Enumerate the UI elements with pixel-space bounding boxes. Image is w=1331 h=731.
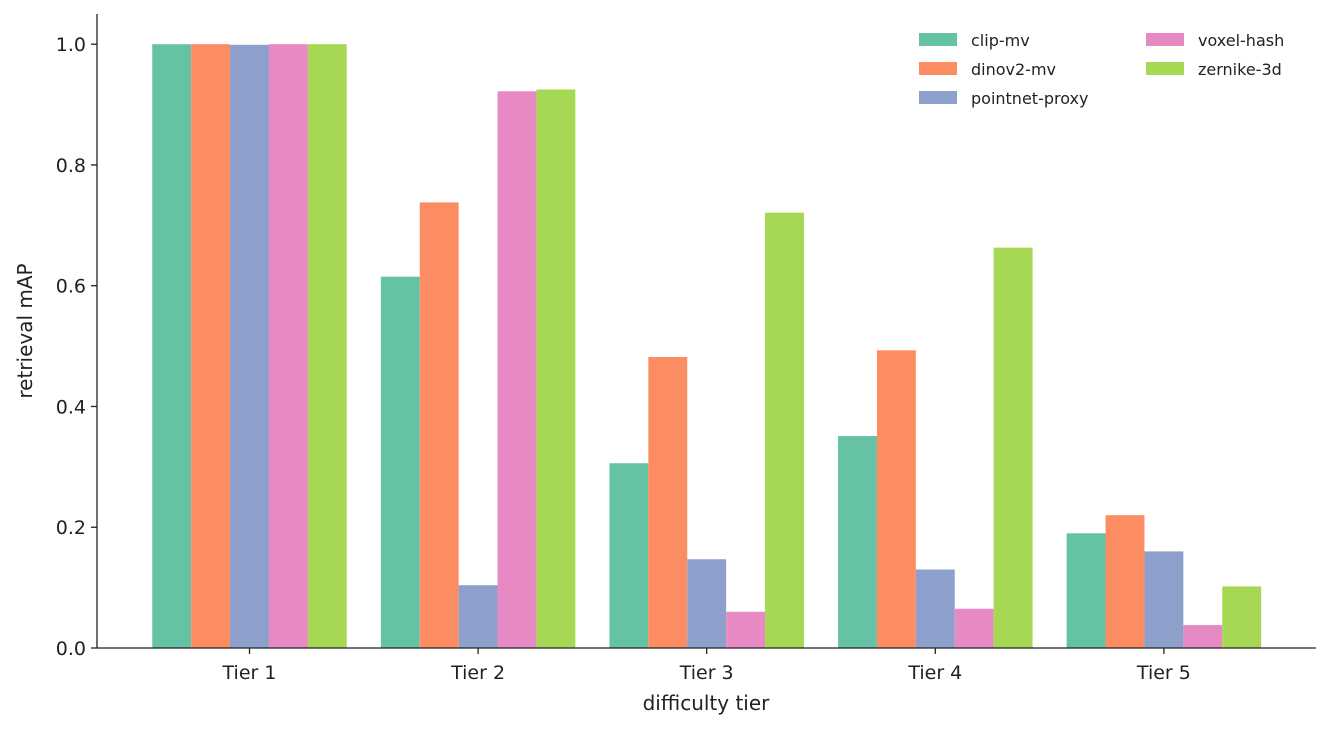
bar-voxel-hash-tier-1 (268, 44, 308, 648)
legend-swatch-zernike-3d (1146, 62, 1184, 75)
legend-swatch-voxel-hash (1146, 33, 1184, 46)
bar-clip-mv-tier-1 (152, 44, 192, 648)
bar-clip-mv-tier-5 (1066, 533, 1106, 648)
bar-voxel-hash-tier-5 (1183, 625, 1223, 648)
y-tick-label: 0.6 (56, 276, 86, 298)
bar-voxel-hash-tier-3 (726, 611, 766, 648)
x-tick-label: Tier 5 (1136, 662, 1191, 684)
x-tick-label: Tier 4 (907, 662, 962, 684)
legend-label-voxel-hash: voxel-hash (1198, 31, 1284, 50)
bar-pointnet-proxy-tier-5 (1144, 551, 1184, 648)
bar-dinov2-mv-tier-2 (419, 202, 459, 648)
y-tick-label: 0.4 (56, 396, 86, 418)
x-ticks: Tier 1 Tier 2 Tier 3 Tier 4 Tier 5 (222, 648, 1191, 684)
bar-voxel-hash-tier-4 (954, 608, 994, 648)
bar-zernike-3d-tier-2 (536, 89, 576, 649)
y-tick-label: 0.2 (56, 517, 86, 539)
bar-zernike-3d-tier-1 (307, 44, 347, 648)
legend-label-pointnet-proxy: pointnet-proxy (971, 89, 1088, 108)
y-axis-label: retrieval mAP (13, 263, 37, 398)
bar-dinov2-mv-tier-1 (191, 44, 231, 648)
legend: clip-mv dinov2-mv pointnet-proxy voxel-hash… (919, 31, 1284, 108)
y-tick-label: 0.8 (56, 155, 86, 177)
legend-label-dinov2-mv: dinov2-mv (971, 60, 1056, 79)
legend-swatch-dinov2-mv (919, 62, 957, 75)
legend-swatch-pointnet-proxy (919, 91, 957, 104)
y-tick-label: 1.0 (56, 34, 86, 56)
bar-pointnet-proxy-tier-1 (230, 44, 269, 649)
bar-pointnet-proxy-tier-4 (915, 569, 955, 648)
bar-pointnet-proxy-tier-2 (458, 585, 498, 648)
bar-dinov2-mv-tier-3 (648, 356, 688, 648)
bars-layer (152, 44, 1262, 649)
y-ticks: 0.0 0.2 0.4 0.6 0.8 1.0 (56, 34, 97, 660)
bar-clip-mv-tier-3 (609, 463, 649, 648)
bar-dinov2-mv-tier-4 (876, 350, 916, 648)
x-axis-label: difficulty tier (643, 691, 771, 715)
x-tick-label: Tier 2 (450, 662, 505, 684)
legend-swatch-clip-mv (919, 33, 957, 46)
bar-zernike-3d-tier-4 (993, 247, 1033, 649)
x-tick-label: Tier 1 (222, 662, 277, 684)
bar-clip-mv-tier-4 (838, 436, 877, 648)
bar-zernike-3d-tier-3 (765, 212, 804, 648)
legend-label-zernike-3d: zernike-3d (1198, 60, 1282, 79)
bar-pointnet-proxy-tier-3 (687, 559, 727, 648)
bar-clip-mv-tier-2 (380, 276, 420, 648)
y-tick-label: 0.0 (56, 638, 86, 660)
legend-label-clip-mv: clip-mv (971, 31, 1030, 50)
x-tick-label: Tier 3 (679, 662, 734, 684)
bar-dinov2-mv-tier-5 (1105, 515, 1145, 648)
bar-zernike-3d-tier-5 (1222, 586, 1262, 648)
bar-voxel-hash-tier-2 (497, 91, 537, 649)
